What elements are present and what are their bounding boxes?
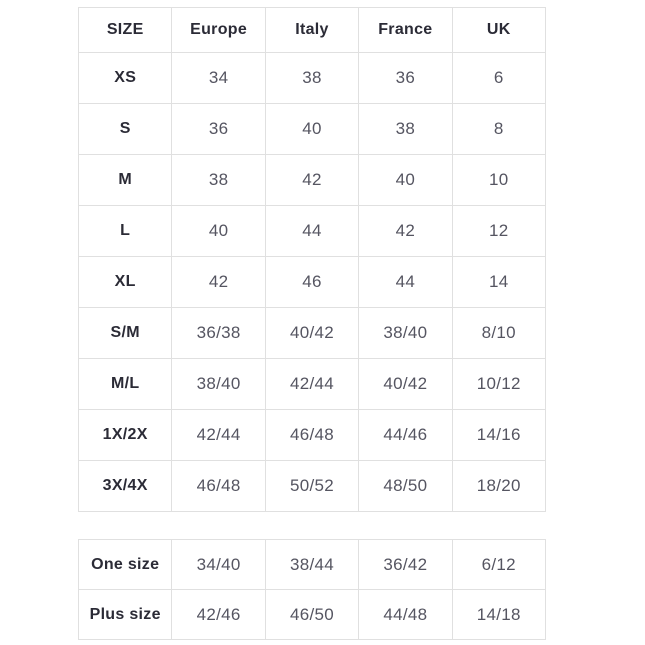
table-row: S 36 40 38 8 — [77, 103, 547, 155]
table-row: XL 42 46 44 14 — [77, 256, 547, 308]
size-value-cell: 42/44 — [264, 358, 360, 410]
size-table-head: SIZE Europe Italy France UK — [77, 7, 547, 53]
size-value-cell: 44/46 — [358, 409, 453, 461]
size-label-cell: M — [77, 154, 173, 206]
size-value-cell: 10/12 — [451, 358, 547, 410]
size-value-cell: 38 — [264, 52, 360, 104]
size-value-cell: 18/20 — [451, 460, 547, 512]
size-label-cell: S/M — [77, 307, 173, 359]
table-row: M 38 42 40 10 — [77, 154, 547, 206]
size-value-cell: 10 — [451, 154, 547, 206]
size-value-cell: 40 — [171, 205, 266, 257]
size-value-cell: 40 — [358, 154, 453, 206]
size-value-cell: 34 — [171, 52, 266, 104]
size-label-cell: S — [77, 103, 173, 155]
size-label-cell: One size — [77, 539, 173, 590]
size-label-cell: 3X/4X — [77, 460, 173, 512]
table-row: M/L 38/40 42/44 40/42 10/12 — [77, 358, 547, 410]
column-header-uk: UK — [451, 7, 547, 53]
size-value-cell: 8/10 — [451, 307, 547, 359]
size-value-cell: 36/38 — [171, 307, 266, 359]
size-label-cell: XS — [77, 52, 173, 104]
size-value-cell: 38/40 — [358, 307, 453, 359]
size-value-cell: 38 — [171, 154, 266, 206]
size-value-cell: 14/18 — [451, 589, 547, 640]
size-value-cell: 40/42 — [264, 307, 360, 359]
table-row: XS 34 38 36 6 — [77, 52, 547, 104]
size-value-cell: 42 — [264, 154, 360, 206]
size-value-cell: 46 — [264, 256, 360, 308]
size-value-cell: 38/40 — [171, 358, 266, 410]
table-row: Plus size 42/46 46/50 44/48 14/18 — [77, 589, 547, 640]
size-value-cell: 6/12 — [451, 539, 547, 590]
size-value-cell: 14/16 — [451, 409, 547, 461]
size-label-cell: L — [77, 205, 173, 257]
size-value-cell: 14 — [451, 256, 547, 308]
column-header-france: France — [358, 7, 453, 53]
size-value-cell: 46/50 — [264, 589, 360, 640]
size-label-cell: 1X/2X — [77, 409, 173, 461]
table-row: L 40 44 42 12 — [77, 205, 547, 257]
size-value-cell: 42 — [171, 256, 266, 308]
size-value-cell: 48/50 — [358, 460, 453, 512]
size-value-cell: 12 — [451, 205, 547, 257]
column-header-size: SIZE — [77, 7, 173, 53]
table-row: 1X/2X 42/44 46/48 44/46 14/16 — [77, 409, 547, 461]
size-value-cell: 44 — [358, 256, 453, 308]
size-label-cell: XL — [77, 256, 173, 308]
column-header-europe: Europe — [171, 7, 266, 53]
size-value-cell: 46/48 — [264, 409, 360, 461]
size-value-cell: 34/40 — [171, 539, 266, 590]
size-value-cell: 38/44 — [264, 539, 360, 590]
size-value-cell: 42/46 — [171, 589, 266, 640]
size-value-cell: 44/48 — [358, 589, 453, 640]
size-value-cell: 42/44 — [171, 409, 266, 461]
size-value-cell: 40 — [264, 103, 360, 155]
size-chart: SIZE Europe Italy France UK XS 34 38 36 6 S 36 40 38… — [77, 0, 547, 640]
special-size-table-body: One size 34/40 38/44 36/42 6/12 Plus size 42/4… — [77, 539, 547, 640]
table-row: S/M 36/38 40/42 38/40 8/10 — [77, 307, 547, 359]
size-value-cell: 36/42 — [358, 539, 453, 590]
size-value-cell: 6 — [451, 52, 547, 104]
size-value-cell: 44 — [264, 205, 360, 257]
table-row: One size 34/40 38/44 36/42 6/12 — [77, 539, 547, 590]
size-value-cell: 36 — [171, 103, 266, 155]
size-value-cell: 36 — [358, 52, 453, 104]
size-value-cell: 8 — [451, 103, 547, 155]
size-value-cell: 40/42 — [358, 358, 453, 410]
size-value-cell: 46/48 — [171, 460, 266, 512]
special-size-table: One size 34/40 38/44 36/42 6/12 Plus size 42/4… — [77, 539, 547, 640]
size-conversion-table: SIZE Europe Italy France UK XS 34 38 36 6 S 36 40 38… — [77, 7, 547, 512]
size-label-cell: M/L — [77, 358, 173, 410]
column-header-italy: Italy — [264, 7, 360, 53]
size-value-cell: 38 — [358, 103, 453, 155]
size-value-cell: 42 — [358, 205, 453, 257]
table-row: 3X/4X 46/48 50/52 48/50 18/20 — [77, 460, 547, 512]
size-label-cell: Plus size — [77, 589, 173, 640]
size-value-cell: 50/52 — [264, 460, 360, 512]
size-table-body: XS 34 38 36 6 S 36 40 38 8 M 38 42 40 10 L 40 44 42 12 XL 42 4… — [77, 52, 547, 512]
size-table-header-row: SIZE Europe Italy France UK — [77, 7, 547, 53]
